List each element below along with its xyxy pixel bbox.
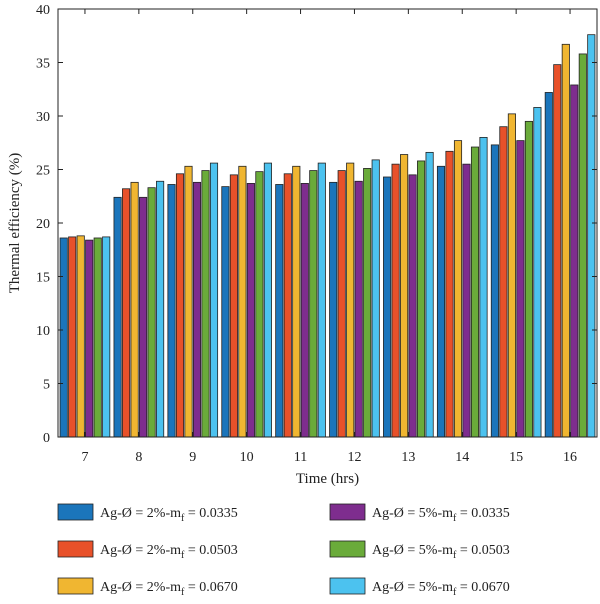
- y-tick-label: 0: [43, 431, 50, 446]
- bar: [300, 183, 309, 438]
- bar: [354, 180, 363, 438]
- legend-label: Ag-Ø = 2%-mf = 0.0670: [100, 580, 238, 598]
- legend-swatch: [57, 503, 94, 521]
- bars-layer: [59, 34, 596, 438]
- bar: [147, 187, 156, 438]
- bar: [275, 184, 284, 438]
- bar: [255, 171, 264, 438]
- bar: [192, 181, 202, 438]
- legend-label: Ag-Ø = 5%-mf = 0.0503: [372, 543, 510, 561]
- bar: [263, 162, 272, 438]
- bar: [400, 154, 409, 438]
- bar: [329, 181, 338, 438]
- bar: [371, 159, 380, 438]
- bar: [102, 236, 111, 438]
- legend-label: Ag-Ø = 2%-mf = 0.0335: [100, 506, 238, 524]
- x-tick-label: 13: [401, 450, 415, 465]
- legend-swatch: [329, 503, 366, 521]
- x-tick-label: 14: [455, 450, 469, 465]
- bar: [470, 146, 480, 438]
- bar: [59, 237, 68, 438]
- bar: [175, 173, 185, 438]
- bar: [346, 162, 355, 438]
- legend-swatch: [329, 577, 366, 595]
- bar: [167, 184, 176, 438]
- bar: [578, 53, 587, 438]
- bar: [68, 236, 77, 438]
- bar: [436, 165, 446, 438]
- bar: [499, 126, 508, 438]
- bar: [507, 113, 516, 438]
- x-tick-label: 7: [81, 450, 88, 465]
- x-tick-label: 8: [135, 450, 142, 465]
- x-tick-label: 15: [509, 450, 523, 465]
- bar: [317, 162, 326, 438]
- bar: [363, 168, 372, 438]
- bar: [462, 163, 471, 438]
- y-tick-label: 30: [36, 110, 50, 125]
- x-axis-title: Time (hrs): [296, 471, 359, 487]
- y-axis-ticks: 0 5 10 15 20 25 30 35 40: [36, 3, 597, 446]
- bar: [490, 144, 499, 438]
- y-tick-label: 20: [36, 217, 50, 232]
- legend: Ag-Ø = 2%-mf = 0.0335 Ag-Ø = 2%-mf = 0.05…: [57, 503, 510, 598]
- bar: [93, 237, 102, 438]
- bar: [425, 151, 434, 438]
- bar: [383, 176, 392, 438]
- bar: [570, 84, 579, 438]
- bar: [309, 170, 318, 438]
- x-tick-label: 10: [240, 450, 254, 465]
- x-axis-ticks: 7 8 9 10 11 12 13 14 15 16: [81, 9, 577, 465]
- legend-swatch: [57, 540, 94, 558]
- bar: [201, 170, 210, 438]
- y-tick-label: 10: [36, 324, 50, 339]
- bar: [417, 160, 426, 438]
- legend-swatch: [329, 540, 366, 558]
- legend-label: Ag-Ø = 2%-mf = 0.0503: [100, 543, 238, 561]
- bar: [139, 196, 148, 438]
- plot-frame: [57, 8, 598, 438]
- y-tick-label: 5: [43, 378, 50, 393]
- x-tick-label: 11: [294, 450, 307, 465]
- bar: [122, 188, 131, 438]
- x-tick-label: 9: [189, 450, 196, 465]
- bar: [209, 162, 219, 438]
- x-tick-label: 12: [347, 450, 361, 465]
- bar: [479, 136, 488, 438]
- bar: [246, 183, 255, 438]
- bar: [445, 150, 454, 438]
- bar: [238, 165, 247, 438]
- bar: [587, 34, 596, 438]
- bar: [156, 180, 165, 438]
- bar: [524, 120, 533, 438]
- bar: [76, 235, 85, 438]
- y-tick-label: 25: [36, 164, 50, 179]
- bar: [453, 140, 463, 438]
- bar: [229, 174, 238, 438]
- legend-label: Ag-Ø = 5%-mf = 0.0670: [372, 580, 510, 598]
- y-axis-title: Thermal efficiency (%): [7, 153, 23, 293]
- legend-swatch: [57, 577, 94, 595]
- y-tick-label: 35: [36, 57, 50, 72]
- y-tick-label: 15: [36, 271, 50, 286]
- bar: [533, 107, 542, 438]
- bar: [184, 165, 193, 438]
- bar: [391, 163, 400, 438]
- bar: [292, 165, 301, 438]
- y-tick-label: 40: [36, 3, 50, 18]
- bar: [408, 174, 417, 438]
- bar: [130, 181, 139, 438]
- bar: [544, 92, 553, 438]
- bar: [561, 43, 570, 438]
- legend-label: Ag-Ø = 5%-mf = 0.0335: [372, 506, 510, 524]
- bar: [553, 64, 562, 438]
- bar: [85, 239, 94, 438]
- bar: [337, 170, 346, 438]
- bar: [113, 196, 122, 438]
- bar: [221, 186, 230, 438]
- x-tick-label: 16: [563, 450, 577, 465]
- bar: [283, 173, 292, 438]
- bar: [516, 140, 525, 438]
